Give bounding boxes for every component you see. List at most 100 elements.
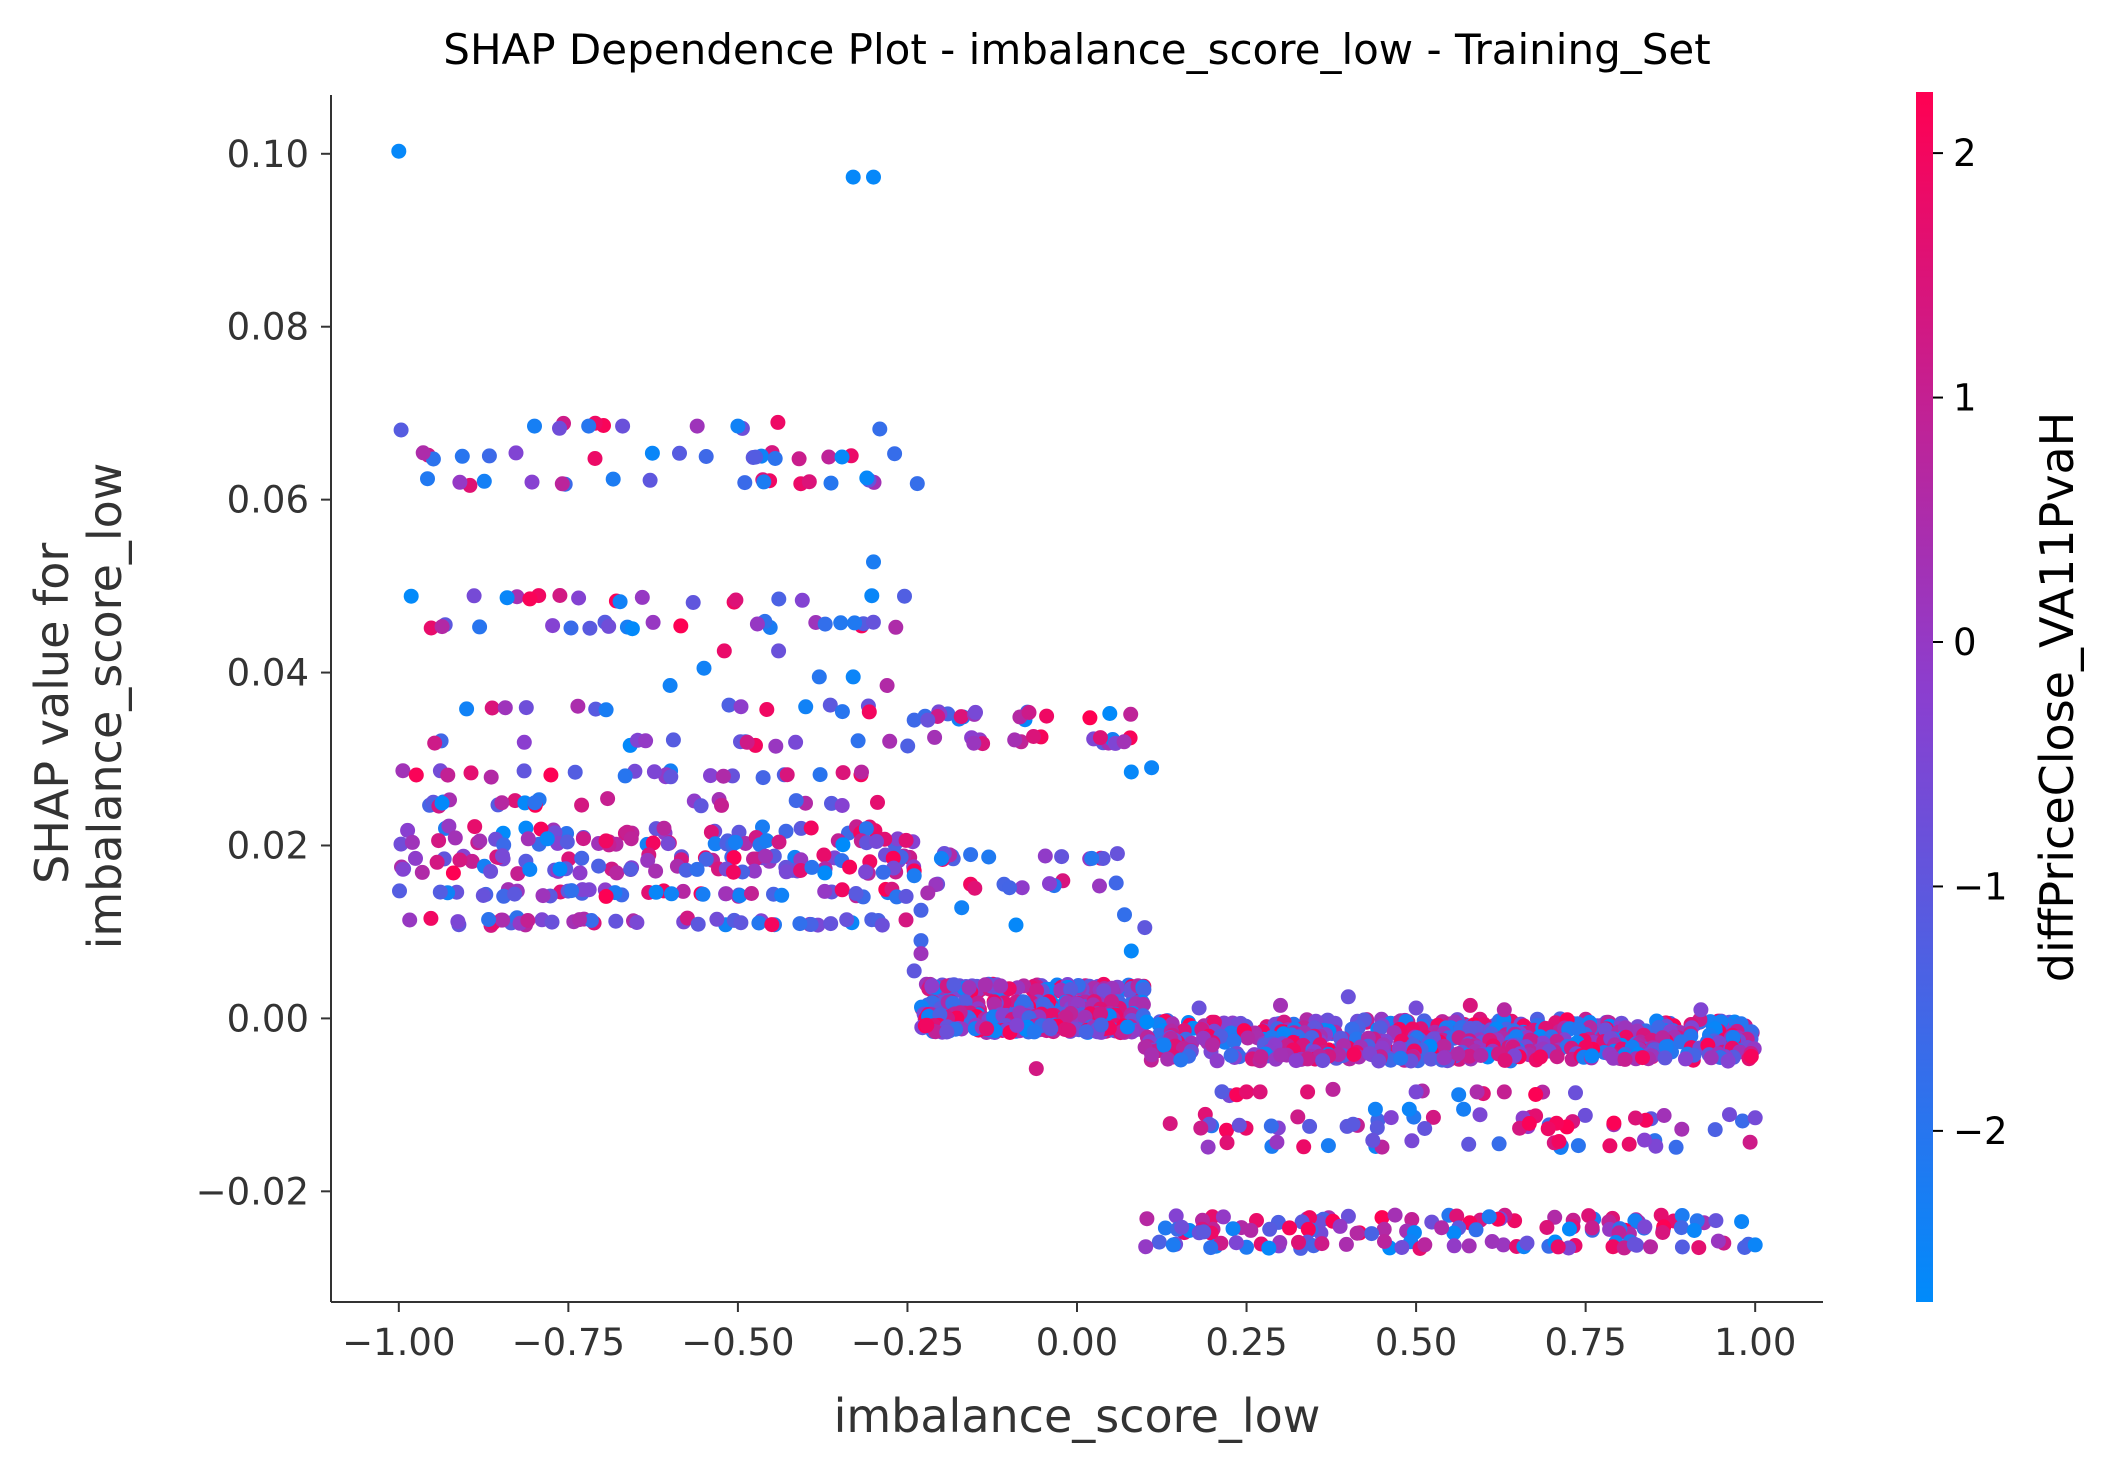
scatter-point xyxy=(788,734,804,750)
x-axis-ticks: −1.00 −0.75 −0.50 −0.25 0.00 0.25 0.50 0.75 1.00 xyxy=(342,1302,1796,1364)
scatter-point xyxy=(623,861,639,877)
scatter-point xyxy=(913,946,929,962)
scatter-point xyxy=(570,698,586,714)
scatter-point xyxy=(1404,1212,1420,1227)
scatter-point xyxy=(779,767,795,783)
scatter-point xyxy=(1710,1233,1726,1249)
scatter-point xyxy=(1481,1209,1497,1225)
scatter-point xyxy=(1547,1209,1563,1225)
scatter-point xyxy=(730,418,746,434)
scatter-point xyxy=(554,476,570,492)
scatter-point xyxy=(660,836,676,852)
scatter-point xyxy=(1549,1049,1565,1065)
scatter-point xyxy=(696,660,712,676)
scatter-point xyxy=(1461,1048,1477,1064)
scatter-point xyxy=(1605,1239,1621,1255)
scatter-point xyxy=(563,620,579,636)
y-tick-label: 0.06 xyxy=(227,479,309,522)
colorbar-label: diffPriceClose_VA11PvaH xyxy=(2030,412,2084,982)
scatter-point xyxy=(1231,1117,1247,1133)
scatter-point xyxy=(420,471,435,487)
scatter-point xyxy=(698,449,714,464)
scatter-point xyxy=(716,643,732,659)
scatter-point xyxy=(1408,1084,1424,1100)
scatter-point xyxy=(484,700,500,716)
scatter-point xyxy=(792,916,808,932)
scatter-point xyxy=(617,768,633,784)
scatter-point xyxy=(803,917,819,932)
scatter-point xyxy=(445,865,461,881)
scatter-points xyxy=(391,143,1763,1256)
scatter-point xyxy=(640,852,656,868)
scatter-point xyxy=(522,862,538,877)
scatter-point xyxy=(1484,1234,1500,1249)
scatter-point xyxy=(1691,1240,1707,1256)
scatter-point xyxy=(1497,1052,1513,1068)
scatter-point xyxy=(1365,1132,1381,1148)
scatter-point xyxy=(552,588,568,603)
scatter-point xyxy=(906,868,922,884)
scatter-point xyxy=(834,449,850,465)
scatter-point xyxy=(714,797,729,813)
scatter-point xyxy=(698,851,714,867)
scatter-point xyxy=(759,702,775,717)
scatter-point xyxy=(527,418,542,434)
scatter-point xyxy=(1151,1234,1167,1250)
scatter-point xyxy=(1735,1113,1750,1129)
scatter-point xyxy=(598,888,614,904)
scatter-point xyxy=(834,882,850,898)
scatter-point xyxy=(728,834,743,850)
scatter-point xyxy=(516,734,532,750)
scatter-point xyxy=(481,912,497,927)
scatter-point xyxy=(1008,917,1024,933)
scatter-point xyxy=(793,852,809,868)
scatter-point xyxy=(755,770,771,786)
scatter-point xyxy=(1042,876,1057,892)
y-tick-label: 0.02 xyxy=(227,824,309,867)
scatter-point xyxy=(459,701,475,717)
scatter-point xyxy=(1002,880,1017,896)
y-axis-ticks: −0.02 0.00 0.02 0.04 0.06 0.08 0.10 xyxy=(196,133,331,1213)
scatter-point xyxy=(392,883,407,899)
scatter-point xyxy=(1707,1122,1723,1138)
scatter-point xyxy=(1225,1221,1241,1237)
scatter-point xyxy=(605,471,621,487)
scatter-point xyxy=(1539,1220,1555,1235)
scatter-point xyxy=(393,836,409,852)
scatter-point xyxy=(866,554,881,570)
scatter-point xyxy=(475,888,491,903)
scatter-point xyxy=(1401,1101,1417,1117)
scatter-point xyxy=(518,700,534,716)
scatter-point xyxy=(1668,1139,1684,1155)
y-axis-label-line-1: SHAP value for xyxy=(25,543,79,884)
scatter-point xyxy=(598,833,614,849)
scatter-point xyxy=(909,476,925,492)
scatter-point xyxy=(685,595,701,610)
scatter-point xyxy=(1373,1020,1388,1036)
scatter-point xyxy=(574,850,590,866)
scatter-point xyxy=(447,830,463,846)
scatter-point xyxy=(567,764,583,780)
scatter-point xyxy=(1026,1024,1042,1040)
scatter-point xyxy=(1157,1220,1173,1236)
scatter-point xyxy=(1570,1022,1586,1037)
scatter-point xyxy=(1096,983,1112,999)
scatter-point xyxy=(1104,994,1119,1010)
scatter-point xyxy=(823,916,839,932)
scatter-point xyxy=(1093,1017,1109,1033)
scatter-point xyxy=(402,912,418,928)
scatter-point xyxy=(817,865,833,881)
scatter-point xyxy=(924,978,940,994)
x-tick-label: 0.50 xyxy=(1375,1321,1457,1364)
scatter-point xyxy=(423,910,439,926)
scatter-point xyxy=(834,704,850,720)
scatter-point xyxy=(1584,1048,1600,1064)
scatter-point xyxy=(695,886,711,902)
scatter-point xyxy=(864,588,880,604)
scatter-point xyxy=(954,900,970,916)
scatter-point xyxy=(1617,1051,1633,1067)
scatter-point xyxy=(1108,875,1124,891)
scatter-point xyxy=(939,1024,955,1040)
scatter-point xyxy=(1450,1046,1466,1062)
scatter-point xyxy=(1078,1024,1094,1040)
